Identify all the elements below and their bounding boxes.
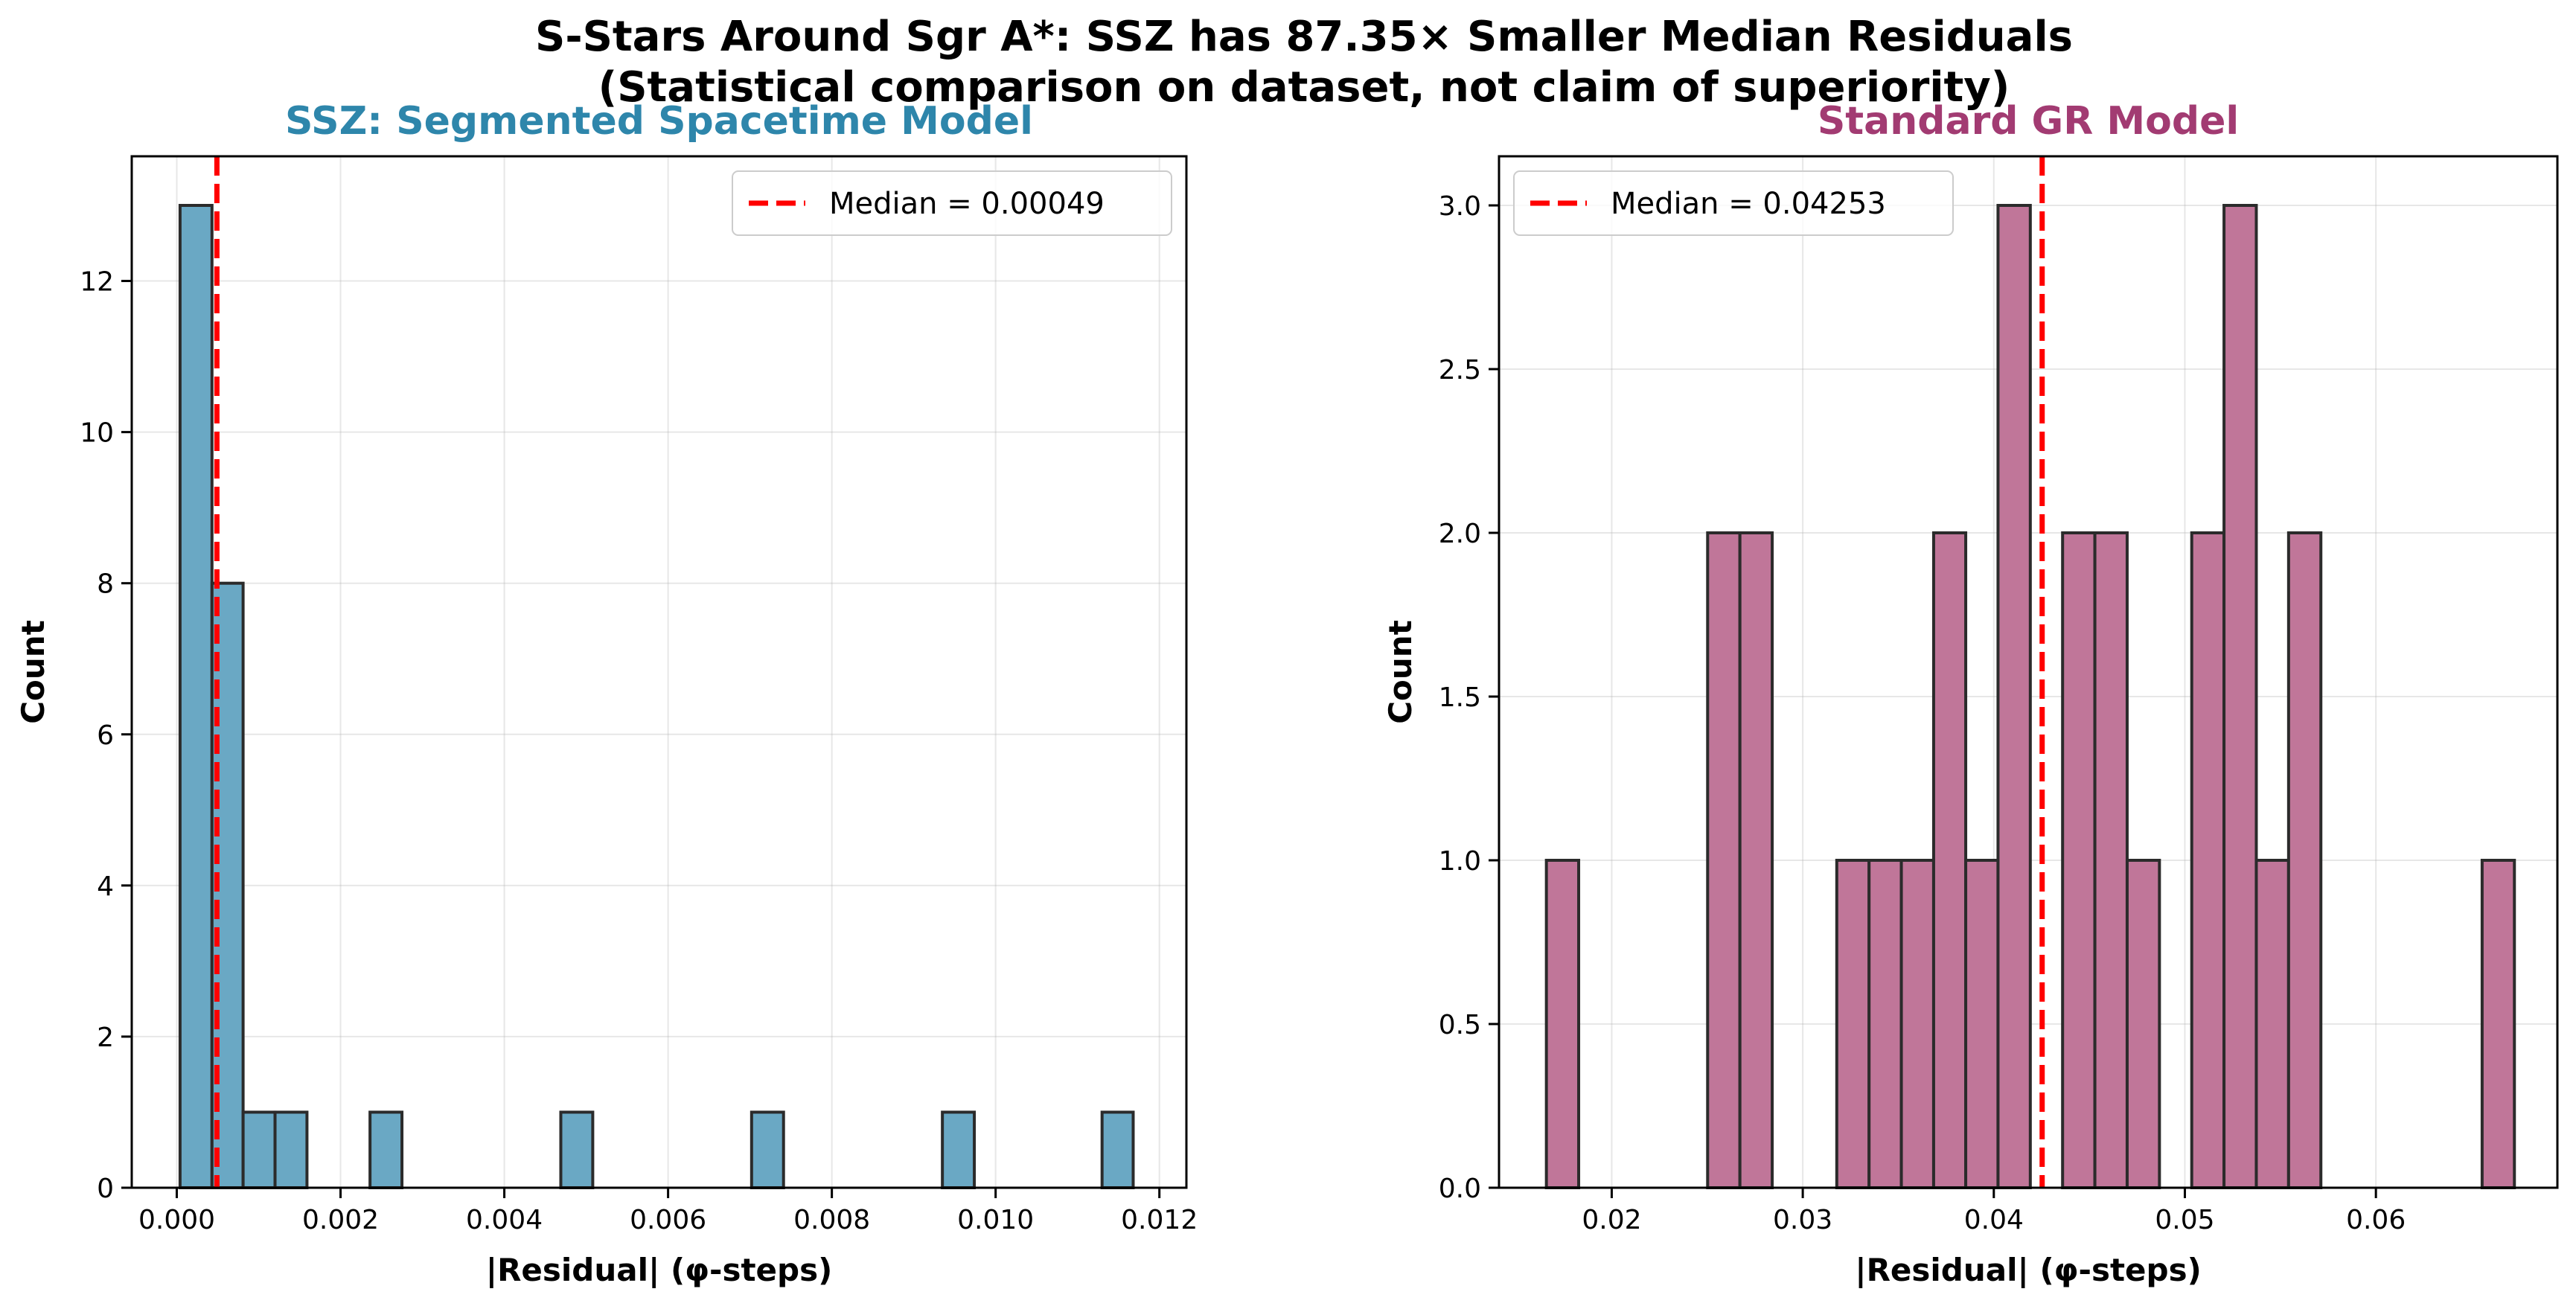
ssz-ytick-label-2: 4 bbox=[97, 871, 114, 902]
gr-bar-3 bbox=[1835, 859, 1871, 1189]
gr-bar-8 bbox=[1996, 204, 2032, 1189]
gr-panel-title: Standard GR Model bbox=[1818, 99, 2239, 144]
gr-bar-13 bbox=[2222, 204, 2258, 1189]
gr-y-axis-label: Count bbox=[1382, 620, 1419, 724]
gr-ytick-label-1: 0.5 bbox=[1439, 1010, 1481, 1040]
gr-bar-15 bbox=[2286, 531, 2323, 1189]
gr-bar-10 bbox=[2093, 531, 2129, 1189]
gr-ytick-label-5: 2.5 bbox=[1439, 355, 1481, 385]
ssz-ytick-label-6: 12 bbox=[80, 267, 114, 298]
panel-ssz: 0.000 0.002 0.004 0.006 0.008 0.010 0.012 0 2 4 6 8… bbox=[15, 99, 1198, 1288]
ssz-bar-6 bbox=[750, 1110, 785, 1190]
ssz-x-axis-label: |Residual| (φ-steps) bbox=[486, 1252, 833, 1288]
ssz-ytick-label-0: 0 bbox=[97, 1174, 114, 1204]
ssz-bar-0 bbox=[178, 204, 214, 1189]
ssz-bar-5 bbox=[559, 1110, 595, 1190]
ssz-bar-4 bbox=[368, 1110, 404, 1190]
ssz-xtick-label-3: 0.006 bbox=[630, 1205, 706, 1235]
ssz-y-axis-label: Count bbox=[15, 620, 51, 724]
ssz-legend-label: Median = 0.00049 bbox=[829, 187, 1105, 221]
ssz-ytick-label-3: 6 bbox=[97, 720, 114, 751]
panel-gr: 0.02 0.03 0.04 0.05 0.06 0.0 0.5 1.0 1.5 2.0 2.5 3.… bbox=[1382, 99, 2559, 1288]
gr-bar-12 bbox=[2190, 531, 2226, 1189]
ssz-ytick-label-5: 10 bbox=[80, 418, 114, 449]
gr-ytick-label-4: 2.0 bbox=[1439, 519, 1481, 549]
ssz-bar-2 bbox=[241, 1110, 277, 1190]
ssz-legend-box bbox=[732, 170, 1172, 236]
figure-title-line-1: S-Stars Around Sgr A*: SSZ has 87.35× Sm… bbox=[535, 13, 2073, 61]
gr-bar-4 bbox=[1867, 859, 1903, 1189]
ssz-ytick-label-1: 2 bbox=[97, 1023, 114, 1053]
gr-legend-box bbox=[1513, 170, 1954, 236]
gr-bar-1 bbox=[1706, 531, 1742, 1189]
ssz-xtick-label-1: 0.002 bbox=[302, 1205, 379, 1235]
ssz-xtick-label-0: 0.000 bbox=[138, 1205, 215, 1235]
gr-bar-2 bbox=[1738, 531, 1774, 1189]
gr-bar-11 bbox=[2125, 859, 2161, 1189]
ssz-xtick-label-5: 0.010 bbox=[957, 1205, 1034, 1235]
gr-bar-5 bbox=[1899, 859, 1935, 1189]
ssz-bar-7 bbox=[941, 1110, 977, 1190]
ssz-bar-3 bbox=[273, 1110, 309, 1190]
gr-xtick-label-4: 0.06 bbox=[2346, 1205, 2406, 1235]
gr-bar-9 bbox=[2061, 531, 2097, 1189]
figure-title-line-2: (Statistical comparison on dataset, not … bbox=[598, 63, 2010, 112]
gr-bar-16 bbox=[2480, 859, 2516, 1189]
gr-bar-7 bbox=[1964, 859, 2000, 1189]
gr-xtick-label-1: 0.03 bbox=[1773, 1205, 1832, 1235]
gr-xtick-label-0: 0.02 bbox=[1582, 1205, 1641, 1235]
ssz-xtick-label-4: 0.008 bbox=[793, 1205, 870, 1235]
gr-xtick-label-2: 0.04 bbox=[1964, 1205, 2024, 1235]
gr-bar-6 bbox=[1931, 531, 1968, 1189]
gr-ytick-label-3: 1.5 bbox=[1439, 682, 1481, 713]
ssz-axes-frame bbox=[130, 155, 1188, 1189]
ssz-xtick-label-2: 0.004 bbox=[466, 1205, 543, 1235]
ssz-panel-title: SSZ: Segmented Spacetime Model bbox=[285, 99, 1033, 144]
gr-legend-label: Median = 0.04253 bbox=[1611, 187, 1886, 221]
gr-ytick-label-6: 3.0 bbox=[1439, 191, 1481, 222]
gr-ytick-label-2: 1.0 bbox=[1439, 846, 1481, 877]
gr-ytick-label-0: 0.0 bbox=[1439, 1174, 1481, 1204]
gr-axes-frame bbox=[1498, 155, 2559, 1189]
gr-bar-0 bbox=[1544, 859, 1581, 1189]
gr-bar-14 bbox=[2254, 859, 2290, 1189]
gr-x-axis-label: |Residual| (φ-steps) bbox=[1855, 1252, 2202, 1288]
ssz-ytick-label-4: 8 bbox=[97, 569, 114, 600]
ssz-xtick-label-6: 0.012 bbox=[1121, 1205, 1198, 1235]
ssz-bar-8 bbox=[1100, 1110, 1135, 1190]
gr-xtick-label-3: 0.05 bbox=[2155, 1205, 2214, 1235]
